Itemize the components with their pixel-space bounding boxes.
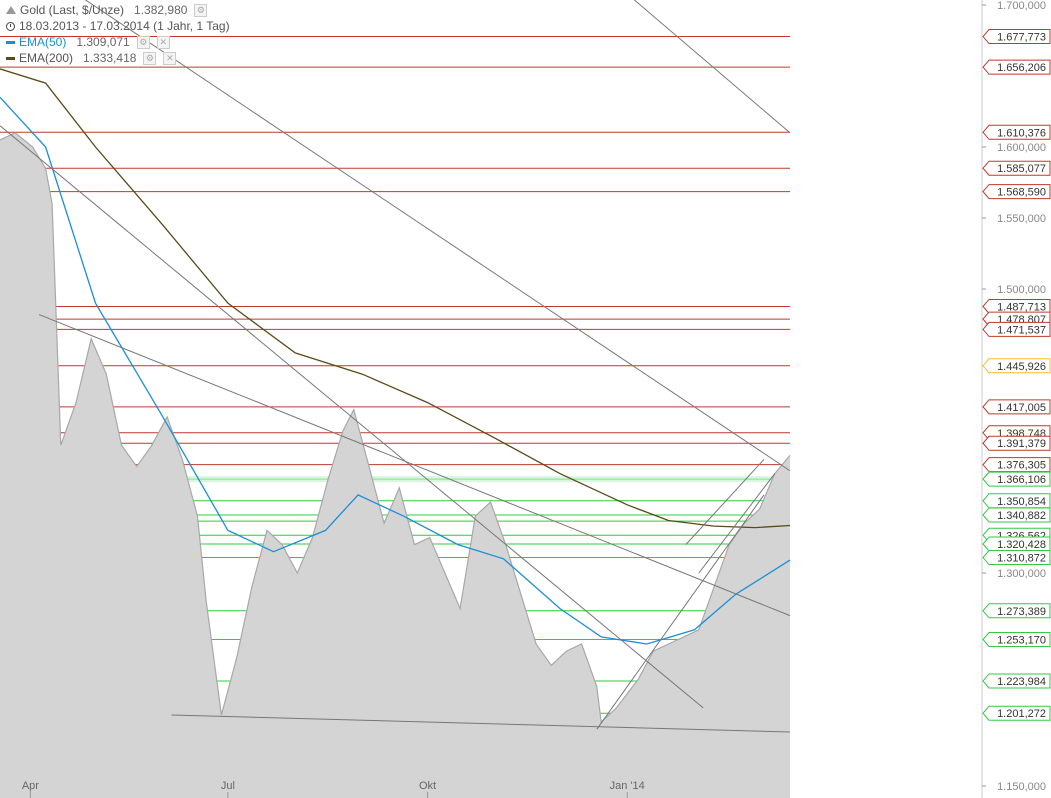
level-labels: 1.677,773 1.656,206 1.610,376 1.585,077 1.56… (982, 29, 1051, 721)
level-label-text: 1.585,077 (997, 163, 1046, 175)
level-label-box (982, 631, 1051, 647)
trendline (633, 0, 791, 134)
level-label-text: 1.487,713 (997, 301, 1046, 313)
ema200-line (0, 68, 791, 529)
level-label-text: 1.568,590 (997, 187, 1046, 199)
y-tick-label: 1.550,000 (997, 213, 1046, 225)
level-label-box (982, 321, 1051, 337)
future-region (790, 0, 982, 798)
ema200-swatch (6, 56, 15, 60)
ema200-value: 1.333,418 (83, 51, 137, 65)
level-label-text: 1.350,854 (997, 496, 1046, 508)
level-label-text: 1.610,376 (997, 127, 1046, 139)
level-label-box (982, 457, 1051, 473)
x-axis: Apr Jul Okt Jan '14 (22, 780, 645, 798)
level-label-text: 1.391,379 (997, 438, 1046, 450)
gear-icon[interactable]: ⚙ (136, 35, 150, 49)
level-label-box (982, 358, 1051, 374)
trendline (685, 459, 765, 545)
level-label-text: 1.376,305 (997, 460, 1046, 472)
support-band (0, 476, 982, 483)
gear-icon[interactable]: ⚙ (143, 51, 157, 65)
level-label-box (982, 536, 1051, 552)
level-label-box (982, 399, 1051, 415)
level-label-box (982, 705, 1051, 721)
legend: Gold (Last, $/Unze) 1.382,980 ⚙ 18.03.20… (6, 2, 230, 66)
ema50-swatch (6, 40, 15, 44)
level-label-text: 1.201,272 (997, 708, 1046, 720)
ema50-value: 1.309,071 (76, 35, 130, 49)
close-icon[interactable]: ✕ (163, 51, 177, 65)
ema200-name: EMA(200) (19, 51, 74, 65)
level-label-text: 1.417,005 (997, 402, 1046, 414)
price-area-fill (0, 132, 790, 798)
trendline (596, 494, 765, 730)
y-tick-label: 1.600,000 (997, 142, 1046, 154)
level-label-text: 1.310,872 (997, 553, 1046, 565)
level-label-text: 1.471,537 (997, 324, 1046, 336)
x-tick-label: Jul (221, 780, 235, 792)
level-label-box (982, 29, 1051, 45)
level-label-box (982, 160, 1051, 176)
y-tick-label: 1.300,000 (997, 568, 1046, 580)
level-label-box (982, 184, 1051, 200)
level-label-box (982, 435, 1051, 451)
level-label-text: 1.223,984 (997, 676, 1046, 688)
legend-period: 18.03.2013 - 17.03.2014 (1 Jahr, 1 Tag) (6, 18, 230, 34)
level-label-box (982, 124, 1051, 140)
level-label-box (982, 550, 1051, 566)
level-label-text: 1.677,773 (997, 32, 1046, 44)
level-label-box (982, 59, 1051, 75)
trendline (171, 714, 791, 733)
ema50-name: EMA(50) (19, 35, 67, 49)
trendline (38, 314, 791, 617)
level-label-text: 1.253,170 (997, 634, 1046, 646)
instrument-name: Gold (Last, $/Unze) (20, 3, 125, 17)
price-line (0, 132, 791, 724)
trendlines (0, 0, 791, 733)
level-label-text: 1.340,882 (997, 510, 1046, 522)
level-label-box (982, 493, 1051, 509)
legend-instrument: Gold (Last, $/Unze) 1.382,980 ⚙ (6, 2, 230, 18)
level-label-box (982, 507, 1051, 523)
level-label-box (982, 673, 1051, 689)
ema-lines (0, 68, 791, 645)
y-tick-label: 1.500,000 (997, 284, 1046, 296)
trendline (84, 0, 791, 472)
x-tick-label: Apr (22, 780, 39, 792)
clock-icon (6, 21, 15, 31)
instrument-value: 1.382,980 (134, 3, 188, 17)
gear-icon[interactable]: ⚙ (194, 3, 208, 17)
price-area (0, 0, 982, 798)
level-label-text: 1.273,389 (997, 606, 1046, 618)
trendline (0, 125, 704, 709)
level-label-text: 1.366,106 (997, 474, 1046, 486)
close-icon[interactable]: ✕ (156, 35, 170, 49)
legend-ema200: EMA(200) 1.333,418 ⚙ ✕ (6, 50, 230, 66)
mountain-chart-icon (6, 6, 16, 14)
level-label-text: 1.445,926 (997, 361, 1046, 373)
level-label-box (982, 603, 1051, 619)
x-tick-label: Okt (419, 780, 436, 792)
trendline (698, 473, 776, 574)
level-label-box (982, 471, 1051, 487)
level-label-box (982, 298, 1051, 314)
period-text: 18.03.2013 - 17.03.2014 (1 Jahr, 1 Tag) (19, 19, 230, 33)
legend-ema50: EMA(50) 1.309,071 ⚙ ✕ (6, 34, 230, 50)
y-tick-label: 1.700,000 (997, 0, 1046, 12)
level-label-text: 1.320,428 (997, 539, 1046, 551)
ema50-line (0, 96, 791, 645)
x-tick-label: Jan '14 (610, 780, 645, 792)
level-label-text: 1.656,206 (997, 62, 1046, 74)
y-tick-label: 1.150,000 (997, 781, 1046, 793)
